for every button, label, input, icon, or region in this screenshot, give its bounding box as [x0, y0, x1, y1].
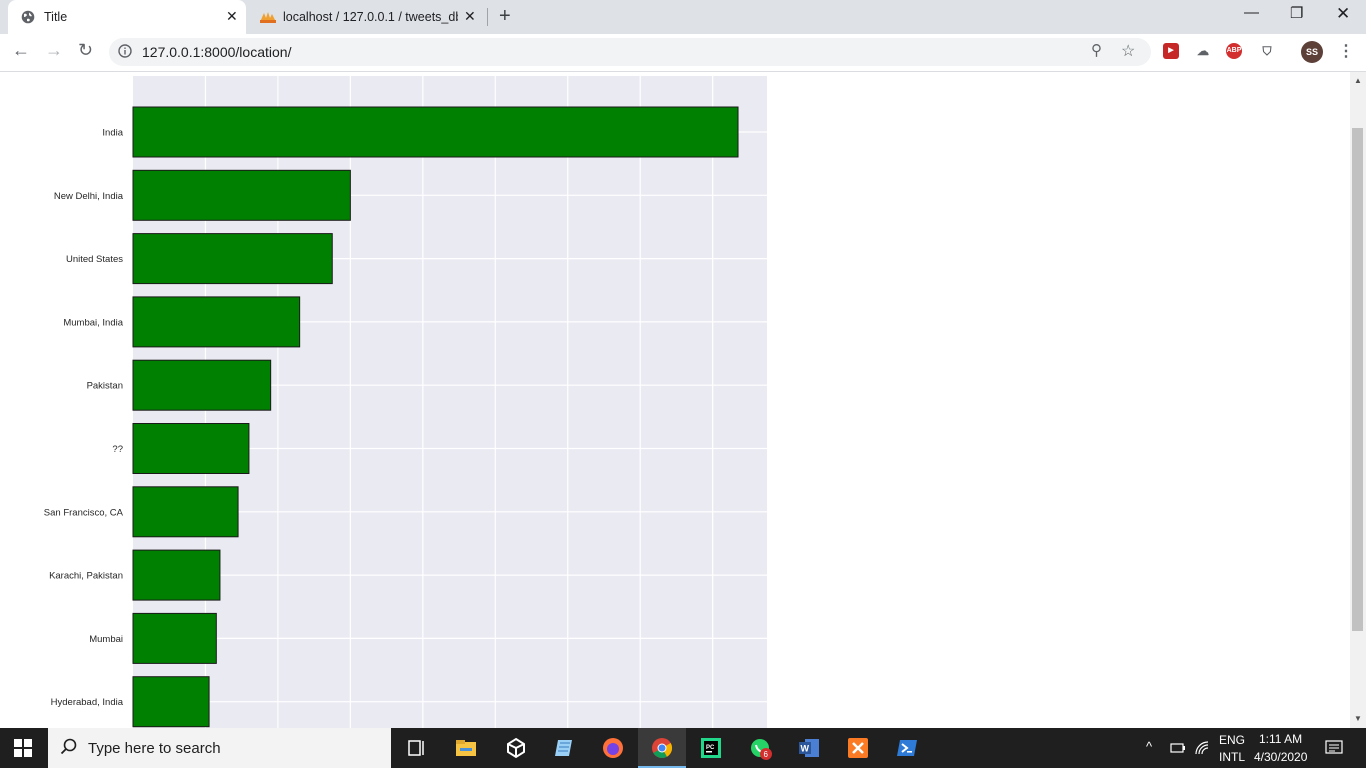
bar	[132, 612, 217, 664]
close-window-icon[interactable]: ✕	[1336, 4, 1351, 23]
chrome-icon[interactable]	[650, 736, 674, 760]
shield-icon[interactable]: ⛉	[1259, 43, 1275, 59]
zoom-icon[interactable]: ⚲	[1091, 42, 1102, 59]
search-icon	[60, 738, 77, 755]
menu-icon[interactable]: ⋮	[1338, 43, 1354, 60]
bar	[132, 359, 272, 411]
tab-label: Title	[44, 10, 68, 24]
powershell-icon[interactable]	[895, 736, 919, 760]
language-primary[interactable]: ENG	[1219, 733, 1246, 747]
whatsapp-badge: 6	[764, 750, 769, 759]
tab-separator	[487, 8, 488, 26]
show-hidden-icons-icon[interactable]: ^	[1146, 739, 1153, 754]
bar	[132, 296, 301, 348]
svg-text:W: W	[801, 744, 810, 754]
reload-icon[interactable]: ↻	[78, 40, 94, 60]
word-icon[interactable]: W	[797, 736, 821, 760]
clock-time[interactable]: 1:11 AM	[1259, 732, 1303, 746]
tab-title[interactable]: Title ✕	[8, 0, 246, 34]
tab-label: localhost / 127.0.0.1 / tweets_db	[283, 10, 458, 24]
url-text[interactable]: 127.0.0.1:8000/location/	[142, 44, 292, 60]
task-view-icon[interactable]	[405, 736, 429, 760]
svg-text:PC: PC	[706, 745, 715, 751]
notepad-icon[interactable]	[552, 736, 576, 760]
category-label: India	[102, 128, 123, 139]
bar	[132, 233, 333, 285]
language-secondary[interactable]: INTL	[1219, 750, 1246, 764]
windows-start-icon[interactable]	[14, 739, 32, 757]
clock-date[interactable]: 4/30/2020	[1254, 750, 1308, 764]
scroll-thumb[interactable]	[1352, 128, 1363, 631]
wifi-icon[interactable]	[1194, 740, 1210, 756]
bar	[132, 106, 739, 158]
cloud-icon[interactable]: ☁	[1195, 43, 1211, 59]
scrollbar[interactable]: ▲ ▼	[1350, 72, 1366, 728]
category-label: Pakistan	[87, 381, 123, 392]
search-placeholder: Type here to search	[88, 740, 221, 757]
battery-icon[interactable]	[1170, 742, 1186, 754]
bar	[132, 549, 221, 601]
close-tab-icon[interactable]: ✕	[226, 8, 238, 24]
xampp-icon[interactable]	[846, 736, 870, 760]
globe-icon	[21, 10, 35, 24]
page-content: India New Delhi, India United States Mumbai…	[0, 72, 1350, 728]
bar	[132, 169, 351, 221]
scroll-down-icon[interactable]: ▼	[1354, 714, 1362, 723]
category-label: ??	[112, 444, 123, 455]
adblock-icon[interactable]: ABP	[1226, 43, 1242, 59]
info-icon[interactable]	[118, 44, 132, 58]
category-label: San Francisco, CA	[44, 507, 124, 518]
bookmark-star-icon[interactable]: ☆	[1121, 43, 1136, 60]
back-icon[interactable]: ←	[12, 40, 30, 60]
bar	[132, 676, 210, 728]
forward-icon[interactable]: →	[45, 40, 63, 60]
taskbar: Type here to search PC 6 W	[0, 728, 1366, 768]
red-arrow-icon[interactable]: ▶	[1163, 43, 1179, 59]
new-tab-icon[interactable]: +	[499, 5, 511, 27]
bar-chart: India New Delhi, India United States Mumbai…	[44, 76, 767, 728]
notifications-icon[interactable]	[1325, 740, 1343, 756]
category-label: Mumbai	[89, 634, 123, 645]
scroll-up-icon[interactable]: ▲	[1354, 76, 1362, 85]
bar	[132, 486, 239, 538]
close-tab-icon[interactable]: ✕	[464, 8, 476, 24]
category-label: Mumbai, India	[63, 317, 123, 328]
pycharm-icon[interactable]: PC	[699, 736, 723, 760]
minimize-icon[interactable]: —	[1244, 4, 1259, 21]
restore-icon[interactable]: ❐	[1290, 5, 1304, 22]
taskbar-search[interactable]: Type here to search	[48, 728, 391, 768]
category-label: Karachi, Pakistan	[49, 571, 123, 582]
address-bar[interactable]: 127.0.0.1:8000/location/ ⚲ ☆	[109, 38, 1151, 66]
file-explorer-icon[interactable]	[454, 736, 478, 760]
phpmyadmin-icon	[260, 12, 276, 23]
browser-toolbar: ← → ↻ 127.0.0.1:8000/location/ ⚲ ☆ ▶ ☁ A…	[0, 34, 1366, 72]
firefox-icon[interactable]	[601, 736, 625, 760]
category-label: United States	[66, 254, 123, 265]
bar	[132, 423, 250, 474]
avatar[interactable]: SS	[1301, 41, 1323, 63]
category-label: Hyderabad, India	[51, 697, 124, 708]
tab-phpmyadmin[interactable]: localhost / 127.0.0.1 / tweets_db ✕	[250, 0, 488, 34]
unity-icon[interactable]	[504, 736, 528, 760]
tab-strip: Title ✕ localhost / 127.0.0.1 / tweets_d…	[0, 0, 1366, 34]
whatsapp-icon[interactable]: 6	[748, 736, 772, 760]
category-label: New Delhi, India	[54, 191, 124, 202]
